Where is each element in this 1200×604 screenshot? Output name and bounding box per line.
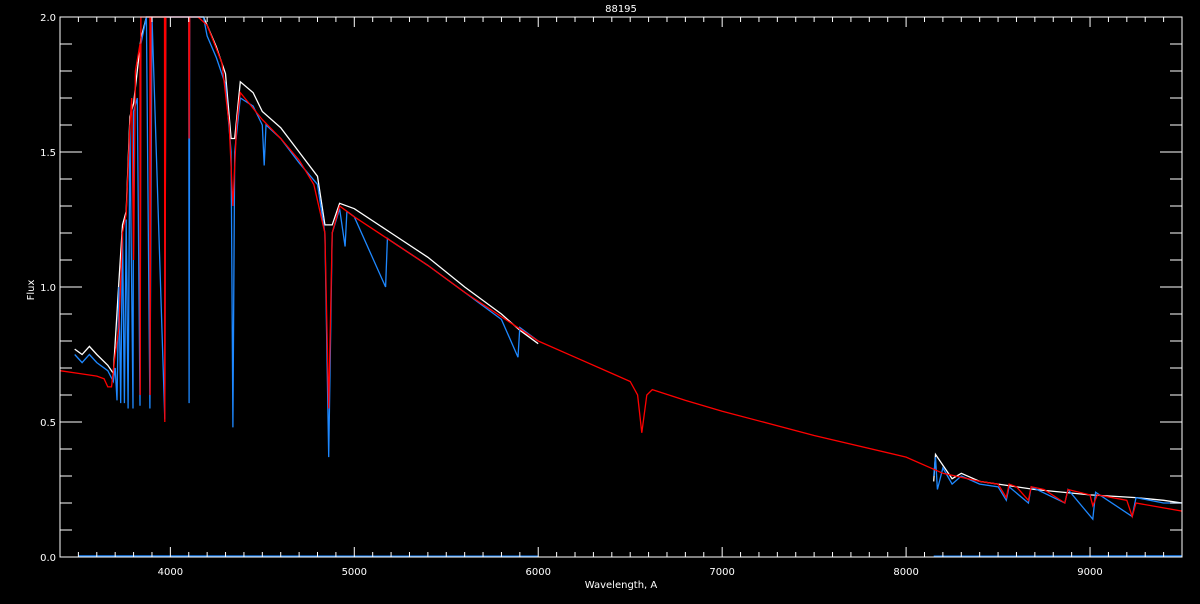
x-tick-label: 8000 — [893, 567, 918, 578]
x-tick-label: 6000 — [526, 567, 551, 578]
axes-layer: 4000 5000 6000 7000 8000 9000 0.0 0.5 1.0 1.5 2.0 — [40, 13, 1182, 578]
x-tick-label: 5000 — [342, 567, 367, 578]
series-line-0 — [75, 17, 539, 373]
y-tick-label: 2.0 — [40, 13, 56, 24]
x-tick-label: 9000 — [1077, 567, 1102, 578]
y-axis-label: Flux — [26, 280, 37, 301]
y-tick-label: 0.5 — [40, 418, 56, 429]
y-tick-label: 0.0 — [40, 553, 56, 564]
y-tick-label: 1.0 — [40, 283, 56, 294]
x-axis-label: Wavelength, A — [585, 580, 658, 591]
series-line-6 — [60, 17, 1182, 517]
y-tick-label: 1.5 — [40, 148, 56, 159]
series-line-3 — [934, 457, 1182, 519]
plot-frame — [60, 17, 1182, 557]
x-tick-label: 7000 — [709, 567, 734, 578]
chart-title: 88195 — [605, 4, 637, 15]
series-layer — [60, 17, 1182, 556]
series-line-2 — [75, 17, 539, 457]
series-line-1 — [934, 454, 1182, 503]
x-tick-label: 4000 — [158, 567, 183, 578]
